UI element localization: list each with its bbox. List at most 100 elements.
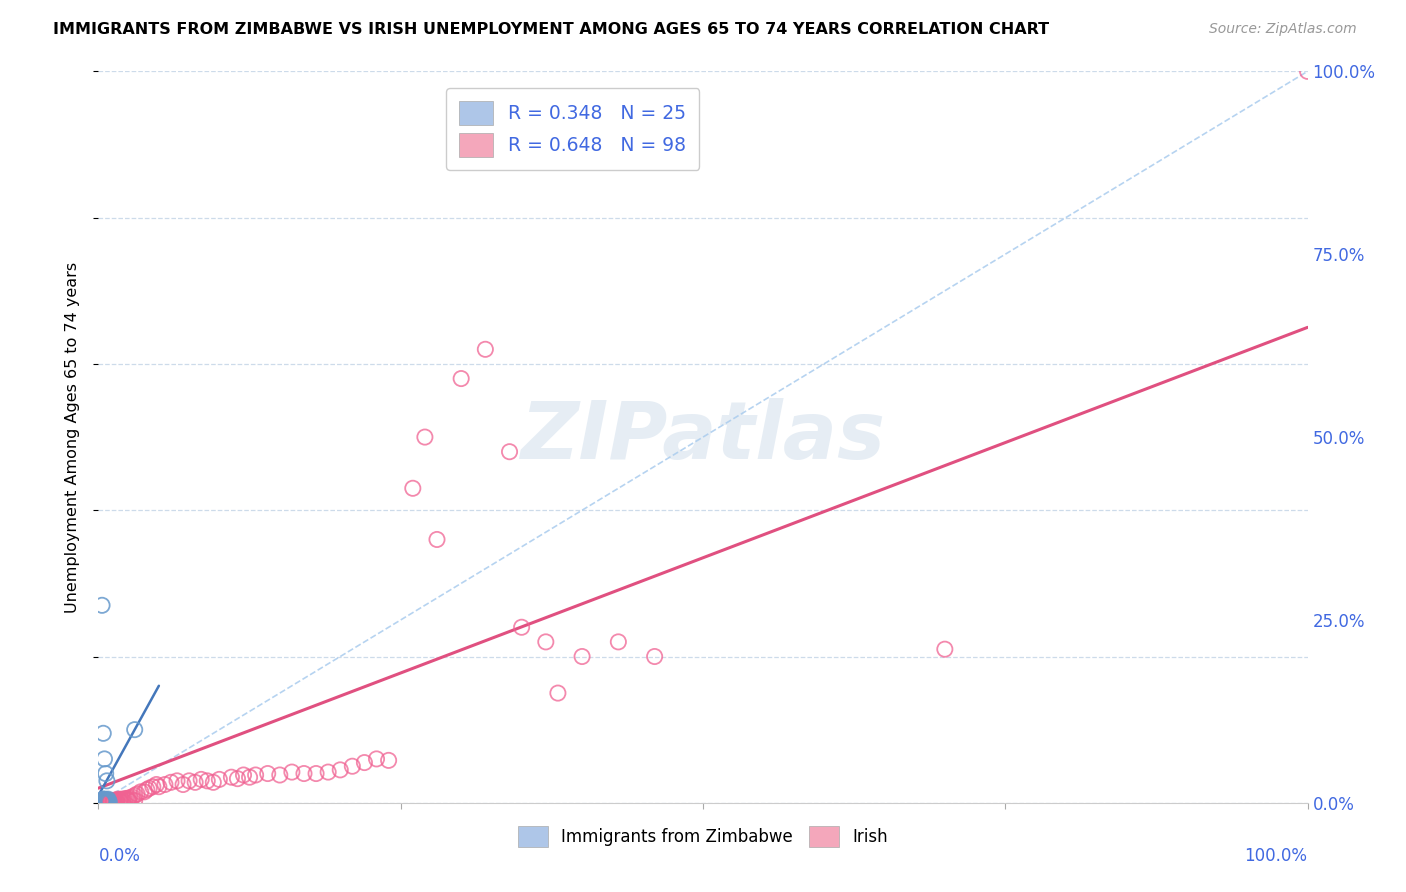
Point [121, 789, 143, 804]
Point [269, 768, 291, 782]
Point [98, 795, 121, 809]
Point [498, 444, 520, 458]
Point [93, 794, 115, 808]
Point [426, 533, 449, 547]
Point [138, 781, 160, 796]
Legend: Immigrants from Zimbabwe, Irish: Immigrants from Zimbabwe, Irish [508, 816, 898, 856]
Point [112, 792, 135, 806]
Point [305, 766, 328, 780]
Point [97, 794, 120, 808]
Point [103, 794, 125, 808]
Point [135, 782, 157, 797]
Point [142, 780, 165, 794]
Point [94, 766, 117, 780]
Point [108, 794, 131, 808]
Point [105, 794, 128, 808]
Point [450, 371, 472, 385]
Point [91, 599, 114, 613]
Point [94, 793, 117, 807]
Point [104, 794, 127, 808]
Point [94, 795, 117, 809]
Point [474, 343, 496, 357]
Text: Source: ZipAtlas.com: Source: ZipAtlas.com [1209, 22, 1357, 37]
Point [184, 775, 207, 789]
Point [117, 792, 139, 806]
Point [101, 795, 124, 809]
Point [571, 649, 593, 664]
Point [96, 794, 118, 808]
Point [105, 793, 128, 807]
Point [239, 770, 262, 784]
Point [100, 794, 122, 808]
Point [107, 792, 129, 806]
Point [245, 768, 267, 782]
Point [91, 792, 114, 806]
Point [353, 756, 375, 770]
Point [166, 773, 188, 788]
Point [96, 773, 118, 788]
Point [108, 793, 131, 807]
Point [91, 795, 114, 809]
Point [377, 753, 399, 767]
Point [118, 790, 141, 805]
Point [292, 766, 315, 780]
Point [124, 789, 146, 803]
Point [153, 778, 176, 792]
Point [510, 620, 533, 634]
Point [97, 795, 120, 809]
Point [934, 642, 956, 657]
Point [91, 794, 114, 808]
Point [91, 794, 114, 808]
Text: 100.0%: 100.0% [1244, 847, 1308, 864]
Point [96, 794, 118, 808]
Point [100, 794, 122, 808]
Point [127, 787, 149, 801]
Point [534, 635, 557, 649]
Point [93, 794, 115, 808]
Point [91, 726, 114, 740]
Point [93, 794, 115, 808]
Point [108, 794, 131, 808]
Point [94, 794, 117, 808]
Point [105, 794, 128, 808]
Point [134, 785, 156, 799]
Point [93, 794, 115, 808]
Text: 0.0%: 0.0% [98, 847, 141, 864]
Point [179, 773, 201, 788]
Point [91, 794, 114, 808]
Point [115, 791, 138, 805]
Point [316, 765, 339, 780]
Point [208, 772, 231, 787]
Point [413, 430, 436, 444]
Point [94, 795, 117, 809]
Point [98, 795, 121, 809]
Point [329, 763, 352, 777]
Point [281, 765, 304, 780]
Point [103, 794, 125, 808]
Point [98, 795, 121, 809]
Point [195, 773, 218, 788]
Point [91, 795, 114, 809]
Point [101, 794, 124, 808]
Point [100, 795, 122, 809]
Point [607, 635, 630, 649]
Point [97, 794, 120, 808]
Point [96, 794, 118, 808]
Point [97, 792, 120, 806]
Point [190, 772, 212, 787]
Text: IMMIGRANTS FROM ZIMBABWE VS IRISH UNEMPLOYMENT AMONG AGES 65 TO 74 YEARS CORRELA: IMMIGRANTS FROM ZIMBABWE VS IRISH UNEMPL… [53, 22, 1049, 37]
Point [94, 795, 117, 809]
Point [366, 752, 388, 766]
Point [97, 794, 120, 808]
Point [94, 794, 117, 808]
Text: ZIPatlas: ZIPatlas [520, 398, 886, 476]
Point [644, 649, 666, 664]
Point [226, 772, 249, 786]
Point [96, 793, 118, 807]
Point [94, 794, 117, 808]
Point [93, 792, 115, 806]
Point [93, 752, 115, 766]
Point [96, 795, 118, 809]
Point [172, 778, 194, 792]
Point [402, 481, 425, 495]
